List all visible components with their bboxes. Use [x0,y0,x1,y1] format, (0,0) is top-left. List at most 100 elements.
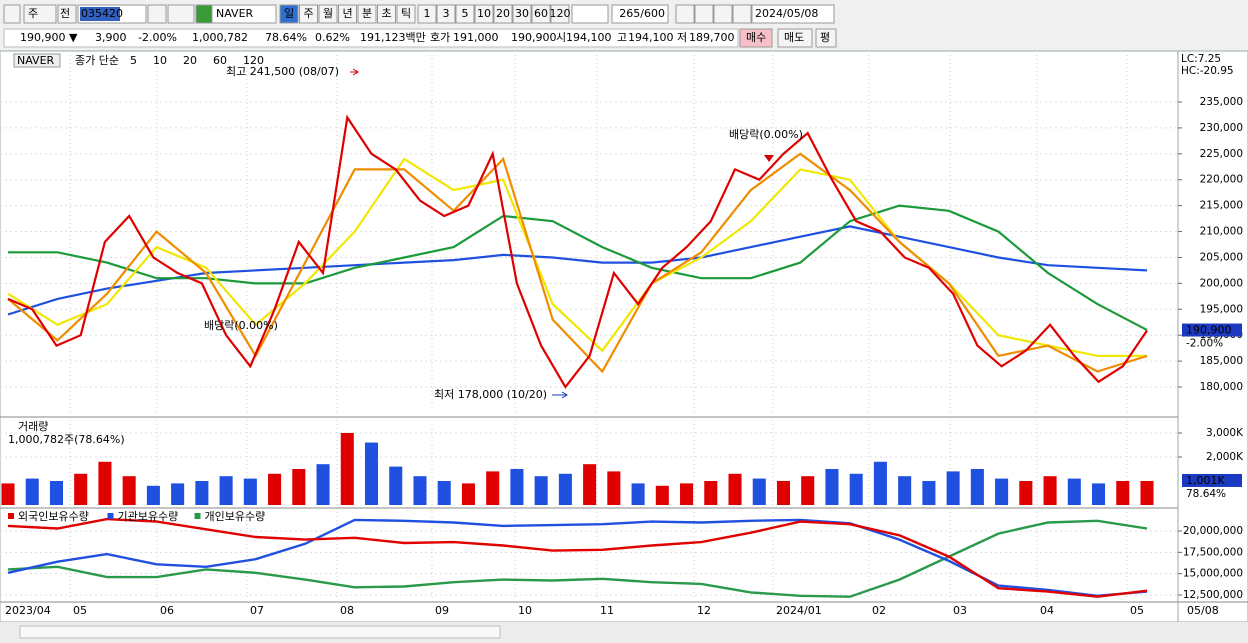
interval-button[interactable] [279,4,299,24]
series-line [7,114,1148,389]
y-tick-label: 180,000 [1200,381,1243,393]
button[interactable] [713,4,733,24]
button[interactable] [611,4,669,24]
button[interactable] [751,4,835,24]
interval-label[interactable]: 월 [323,7,333,20]
number-label[interactable]: 30 [515,7,529,20]
lc-label: LC:7.25 [1181,53,1221,65]
dividend-marker [764,155,774,162]
stock-name[interactable]: NAVER [216,7,254,20]
volume-bar [195,480,209,505]
number-button[interactable] [436,4,456,24]
eval-button[interactable]: 평 [820,31,830,44]
interval-label[interactable]: 일 [284,6,294,20]
button[interactable] [571,4,609,24]
interval-label[interactable]: 분 [362,7,372,20]
button[interactable] [739,28,773,48]
y-tick-label: 15,000,000 [1183,568,1243,580]
button[interactable] [195,4,213,24]
button[interactable] [23,4,57,24]
number-button[interactable] [455,4,475,24]
interval-button[interactable] [357,4,377,24]
y-tick-label: 185,000 [1200,355,1243,367]
volume-bar [801,476,815,505]
volume-bar [243,478,257,505]
interval-label[interactable]: 초 [381,7,391,20]
volume-bar [1043,476,1057,505]
button[interactable] [732,4,752,24]
number-label[interactable]: 5 [462,7,469,20]
quote-change: 3,900 [95,31,127,44]
number-label[interactable]: 60 [534,7,548,20]
button[interactable] [167,4,195,24]
volume-bar [607,471,621,505]
y-tick-label: 235,000 [1200,96,1243,108]
volume-bar [74,473,88,505]
quote-change-pct: -2.00% [138,31,177,44]
number-button[interactable] [550,4,570,24]
quote-ask: 191,000 [453,31,499,44]
volume-ratio: 78.64% [1186,488,1226,500]
x-tick-label: 05 [1130,604,1144,617]
legend-entry: 20 [183,54,197,67]
x-tick-label: 2024/01 [776,604,822,617]
period-select[interactable]: 주 [28,7,38,20]
quote-low-label: 저 [677,31,687,44]
button[interactable] [3,4,21,24]
range-select[interactable]: 전 [60,7,70,20]
volume-bar [461,483,475,505]
volume-bar [25,478,39,505]
number-label[interactable]: 10 [477,7,491,20]
y-tick-label: 230,000 [1200,122,1243,134]
number-button[interactable] [531,4,551,24]
number-button[interactable] [474,4,494,24]
button[interactable] [777,28,813,48]
interval-button[interactable] [338,4,357,24]
number-label[interactable]: 3 [443,7,450,20]
button[interactable] [211,4,277,24]
button[interactable] [57,4,77,24]
number-label[interactable]: 1 [424,7,431,20]
number-label[interactable]: 20 [496,7,510,20]
volume-bar [510,468,524,505]
interval-button[interactable] [396,4,416,24]
number-button[interactable] [417,4,437,24]
buy-button[interactable]: 매수 [746,31,766,44]
volume-bar [922,480,936,505]
interval-button[interactable] [299,4,318,24]
y-tick-label: 215,000 [1200,200,1243,212]
volume-bar [680,483,694,505]
quote-open-label: 시 [556,31,566,44]
number-button[interactable] [512,4,532,24]
volume-bar [704,480,718,505]
stock-tag [13,53,61,68]
interval-label[interactable]: 년 [342,7,352,20]
volume-bar [995,478,1009,505]
button[interactable] [815,28,837,48]
y-tick-label: 210,000 [1200,226,1243,238]
button[interactable] [147,4,167,24]
last-price-box [1182,323,1242,337]
quote-turnover: 0.62% [315,31,350,44]
volume-bar [268,473,282,505]
series-line [7,519,1148,598]
interval-button[interactable] [318,4,338,24]
number-label[interactable]: 120 [550,7,571,20]
y-tick-label: 17,500,000 [1183,546,1243,558]
x-tick-label: 03 [953,604,967,617]
button[interactable] [675,4,695,24]
stock-code[interactable]: 035420 [81,7,123,20]
scroll-thumb[interactable] [19,625,501,639]
button[interactable] [694,4,714,24]
volume-bar [413,476,427,505]
bar-count: 265/600 [619,7,665,20]
number-button[interactable] [493,4,513,24]
legend-swatch [8,513,14,519]
legend-entry: 외국인보유수량 [18,510,89,523]
interval-label[interactable]: 주 [303,7,313,20]
interval-button[interactable] [377,4,396,24]
date-input[interactable]: 2024/05/08 [755,7,818,20]
interval-label[interactable]: 틱 [401,7,411,20]
sell-button[interactable]: 매도 [784,31,804,44]
